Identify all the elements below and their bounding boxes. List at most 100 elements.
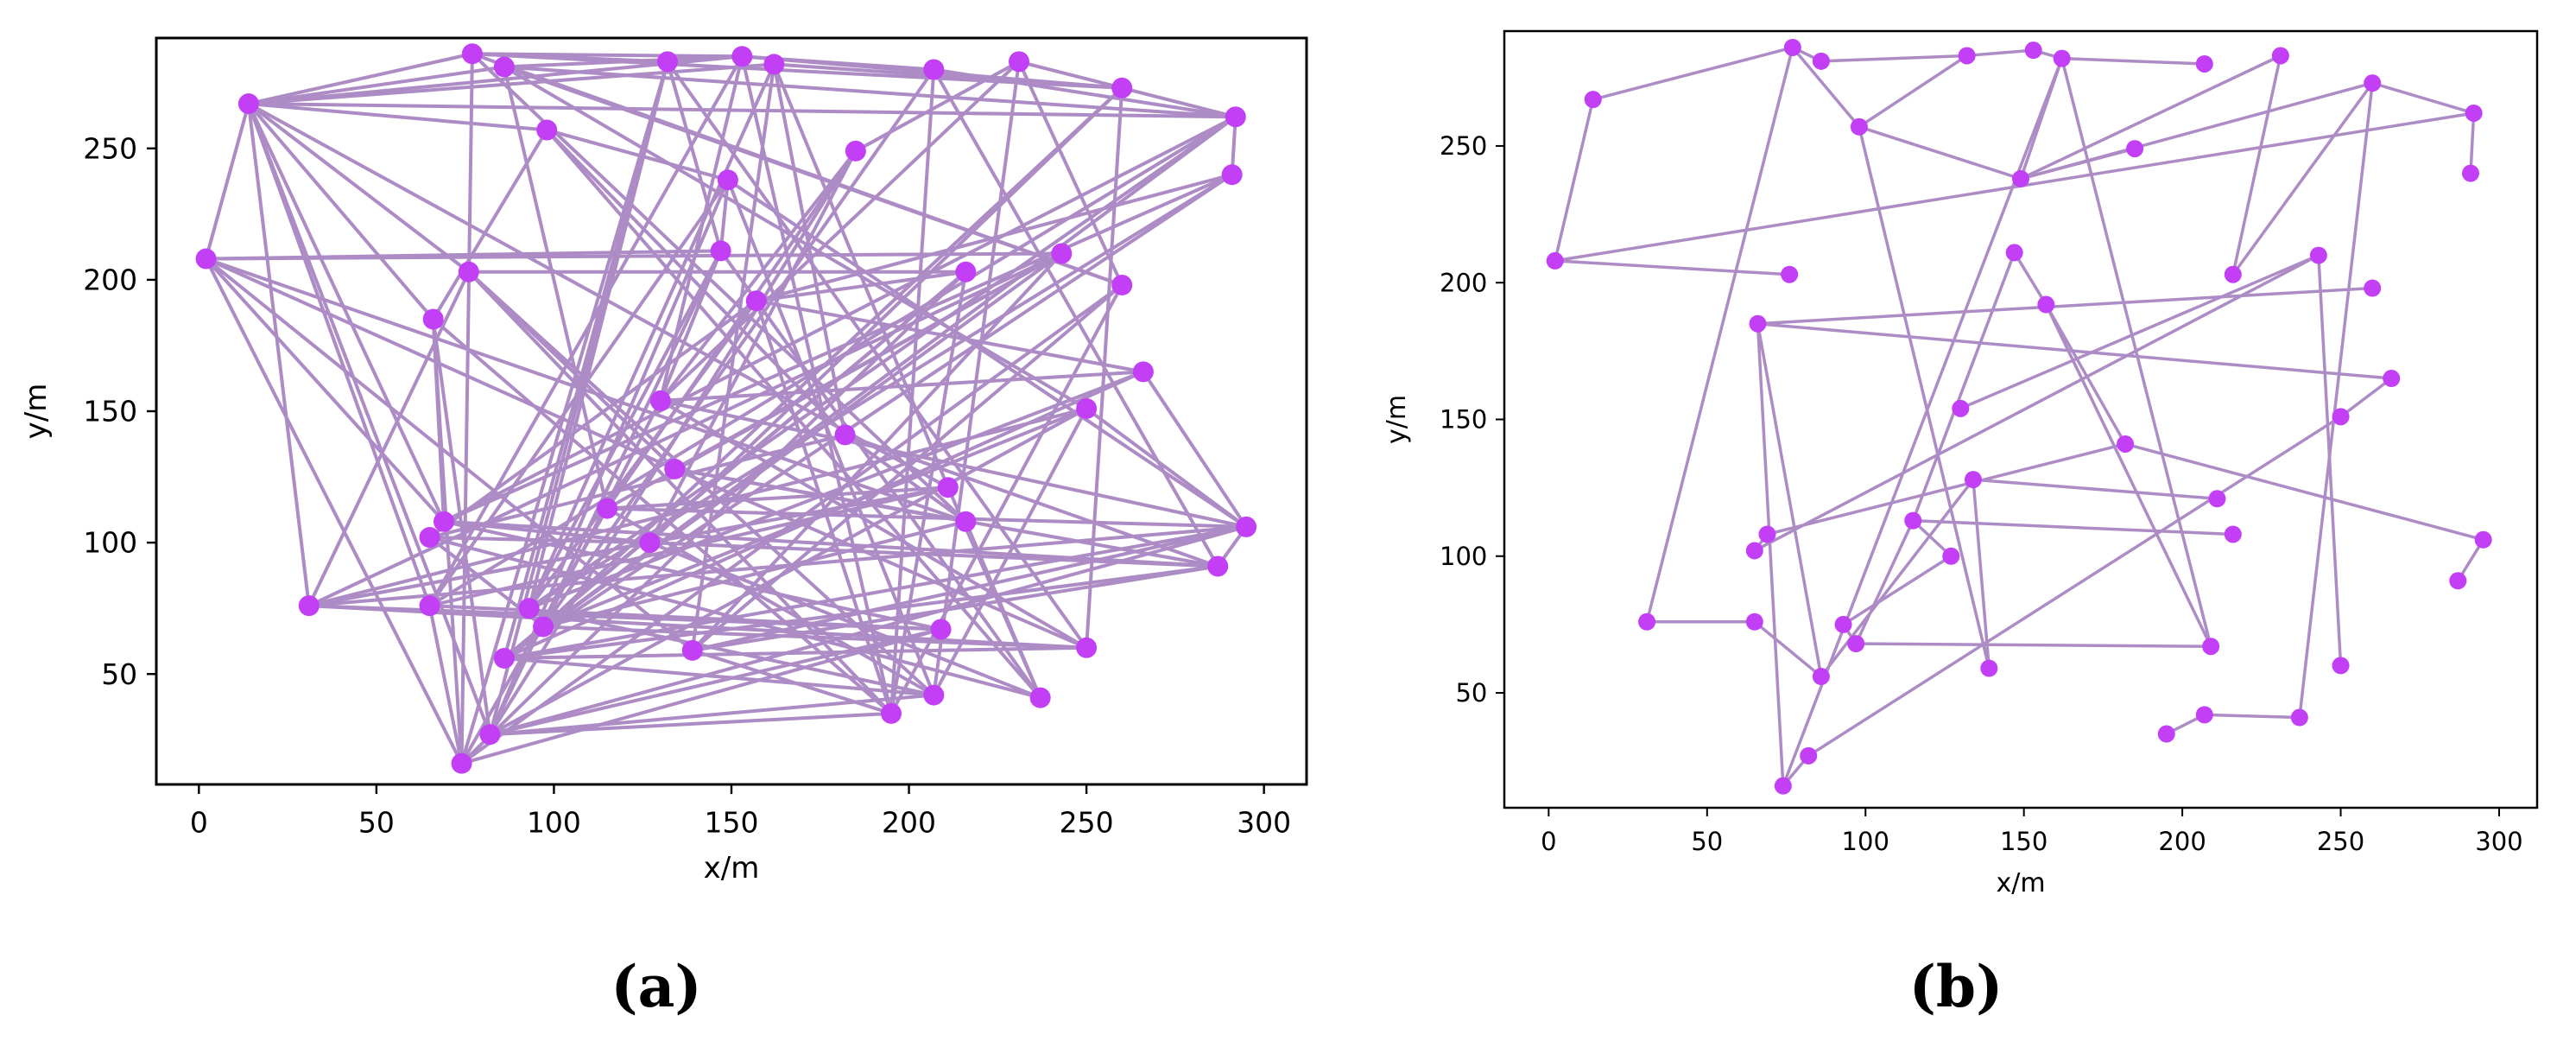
edge-b xyxy=(2370,81,2476,115)
x-tick-label: 150 xyxy=(2000,827,2048,856)
node-point-b xyxy=(2037,295,2055,314)
edge-a xyxy=(1120,86,1237,119)
edge-a xyxy=(246,102,432,608)
edge-a xyxy=(658,149,858,403)
y-tick-label: 50 xyxy=(1455,678,1487,708)
edge-a xyxy=(648,541,1220,568)
x-tick-label: 200 xyxy=(2158,827,2206,856)
edge-a xyxy=(772,62,1124,90)
edge-a xyxy=(442,519,652,545)
edge-a xyxy=(204,257,446,524)
edge-a xyxy=(307,604,1089,650)
x-tick-label: 150 xyxy=(705,805,759,839)
edge-b xyxy=(2060,56,2206,66)
node-point-b xyxy=(1745,542,1763,560)
x-tick-label: 50 xyxy=(358,805,395,839)
edge-b xyxy=(2123,442,2485,542)
node-point-a xyxy=(237,93,259,115)
edge-a xyxy=(427,604,943,632)
node-point-a xyxy=(1009,51,1029,73)
node-point-b xyxy=(2195,706,2213,724)
edge-b xyxy=(2019,81,2374,181)
edge-a xyxy=(204,251,1064,261)
edge-a xyxy=(666,54,744,64)
node-point-a xyxy=(1236,516,1257,537)
edge-a xyxy=(427,178,730,608)
y-tick-label: 50 xyxy=(101,657,137,691)
node-point-b xyxy=(2332,657,2350,675)
edge-b xyxy=(2317,253,2343,668)
edge-a xyxy=(502,65,610,511)
edge-a xyxy=(718,178,730,253)
edge-a xyxy=(246,102,446,524)
edge-a xyxy=(427,115,1237,608)
edge-a xyxy=(754,173,1234,303)
node-point-a xyxy=(533,616,554,638)
edge-a xyxy=(307,406,1089,608)
edge-a xyxy=(754,270,968,303)
node-point-b xyxy=(1958,47,1976,65)
edge-b xyxy=(1858,125,2022,181)
edge-a xyxy=(541,86,1124,629)
edge-b xyxy=(1911,518,2235,536)
node-point-b xyxy=(1758,525,1776,543)
node-point-b xyxy=(1546,251,1564,270)
y-tick-label: 150 xyxy=(83,395,137,428)
edge-a xyxy=(932,67,1237,119)
edge-a xyxy=(204,257,464,765)
edges-b xyxy=(1553,46,2485,788)
node-point-a xyxy=(930,619,952,640)
edge-a xyxy=(246,102,435,321)
node-point-b xyxy=(1980,659,1998,677)
x-tick-label: 100 xyxy=(1842,827,1889,856)
node-point-a xyxy=(681,639,703,661)
node-point-b xyxy=(1904,511,1922,530)
edge-a xyxy=(502,251,1064,660)
node-point-a xyxy=(881,702,902,724)
edge-b xyxy=(1854,518,1915,645)
node-point-a xyxy=(649,390,671,411)
edge-a xyxy=(772,62,950,490)
edge-a xyxy=(442,519,1220,568)
y-tick-label: 150 xyxy=(1440,405,1487,435)
node-point-b xyxy=(2383,370,2401,388)
node-point-b xyxy=(2332,408,2350,426)
node-point-a xyxy=(717,169,738,191)
node-point-a xyxy=(195,248,217,270)
y-ticks-b: 50 100 150 200 250 xyxy=(1440,131,1504,708)
node-point-b xyxy=(2309,246,2327,264)
node-point-b xyxy=(2224,265,2242,283)
edge-b xyxy=(1765,442,2127,536)
x-tick-label: 250 xyxy=(1060,805,1114,839)
edge-a xyxy=(658,249,723,403)
edge-b xyxy=(1753,619,1823,678)
edge-b xyxy=(1591,46,1794,101)
edge-a xyxy=(427,536,652,545)
node-point-b xyxy=(2290,708,2308,727)
edge-b xyxy=(1553,98,1595,263)
y-tick-label: 100 xyxy=(83,526,137,560)
node-point-b xyxy=(2157,725,2175,743)
node-point-a xyxy=(1221,164,1243,186)
nodes-b xyxy=(1546,38,2492,795)
node-point-a xyxy=(1051,243,1073,264)
edge-a xyxy=(427,604,464,765)
node-point-b xyxy=(1942,547,1960,565)
nodes-a xyxy=(195,43,1257,774)
edge-b xyxy=(1756,321,1823,678)
node-point-b xyxy=(1850,117,1868,136)
node-point-b xyxy=(2465,104,2483,122)
node-point-b xyxy=(2474,530,2492,549)
edges-a xyxy=(204,52,1249,765)
edge-b xyxy=(1645,46,1794,624)
edge-b xyxy=(1854,642,2212,648)
edge-b xyxy=(1753,253,2320,553)
node-point-a xyxy=(597,498,618,519)
edge-a xyxy=(1017,60,1124,90)
y-axis-label-a: y/m xyxy=(19,384,54,440)
edge-a xyxy=(527,62,776,611)
node-point-a xyxy=(451,752,472,774)
node-point-a xyxy=(1076,397,1098,419)
edge-a xyxy=(754,299,1145,374)
node-point-a xyxy=(479,724,501,746)
